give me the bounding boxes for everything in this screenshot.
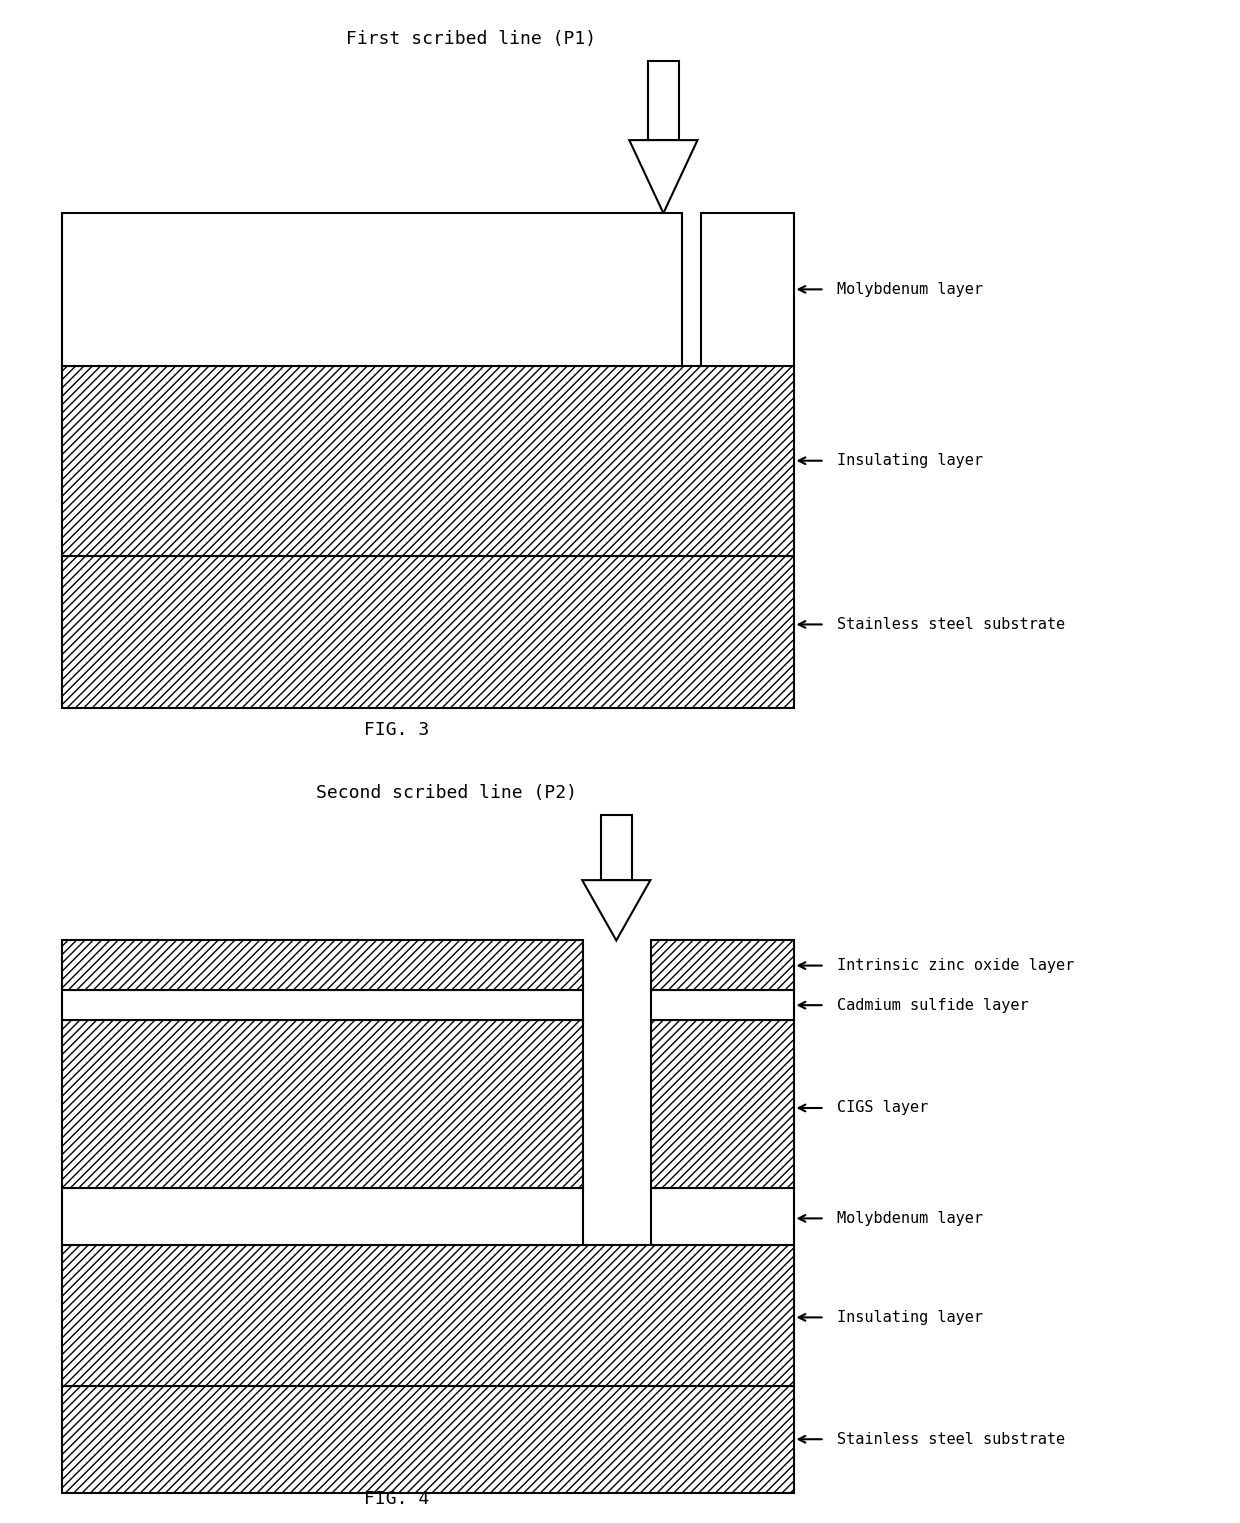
Text: Intrinsic zinc oxide layer: Intrinsic zinc oxide layer <box>837 958 1074 973</box>
Bar <box>62 213 682 366</box>
Text: Second scribed line (P2): Second scribed line (P2) <box>316 784 577 803</box>
Text: CIGS layer: CIGS layer <box>837 1101 929 1115</box>
Text: Insulating layer: Insulating layer <box>837 454 983 468</box>
Bar <box>701 213 794 366</box>
Bar <box>62 366 794 556</box>
Text: Stainless steel substrate: Stainless steel substrate <box>837 617 1065 632</box>
Text: Stainless steel substrate: Stainless steel substrate <box>837 1432 1065 1447</box>
Polygon shape <box>583 880 650 941</box>
Bar <box>62 556 794 708</box>
Text: FIG. 3: FIG. 3 <box>365 720 429 739</box>
Text: FIG. 4: FIG. 4 <box>365 1489 429 1508</box>
Bar <box>62 1246 794 1386</box>
Text: Cadmium sulfide layer: Cadmium sulfide layer <box>837 998 1029 1013</box>
Bar <box>62 1386 794 1493</box>
Polygon shape <box>630 140 697 213</box>
Bar <box>651 941 794 990</box>
Text: Insulating layer: Insulating layer <box>837 1310 983 1325</box>
Bar <box>62 1188 583 1246</box>
Bar <box>601 815 631 880</box>
Bar <box>651 1020 794 1188</box>
Text: Molybdenum layer: Molybdenum layer <box>837 282 983 297</box>
Bar <box>651 990 794 1020</box>
Text: Molybdenum layer: Molybdenum layer <box>837 1211 983 1226</box>
Bar <box>62 1020 583 1188</box>
Bar <box>62 941 583 990</box>
Bar <box>651 1188 794 1246</box>
Bar <box>649 61 678 140</box>
Text: First scribed line (P1): First scribed line (P1) <box>346 30 596 49</box>
Bar <box>62 990 583 1020</box>
